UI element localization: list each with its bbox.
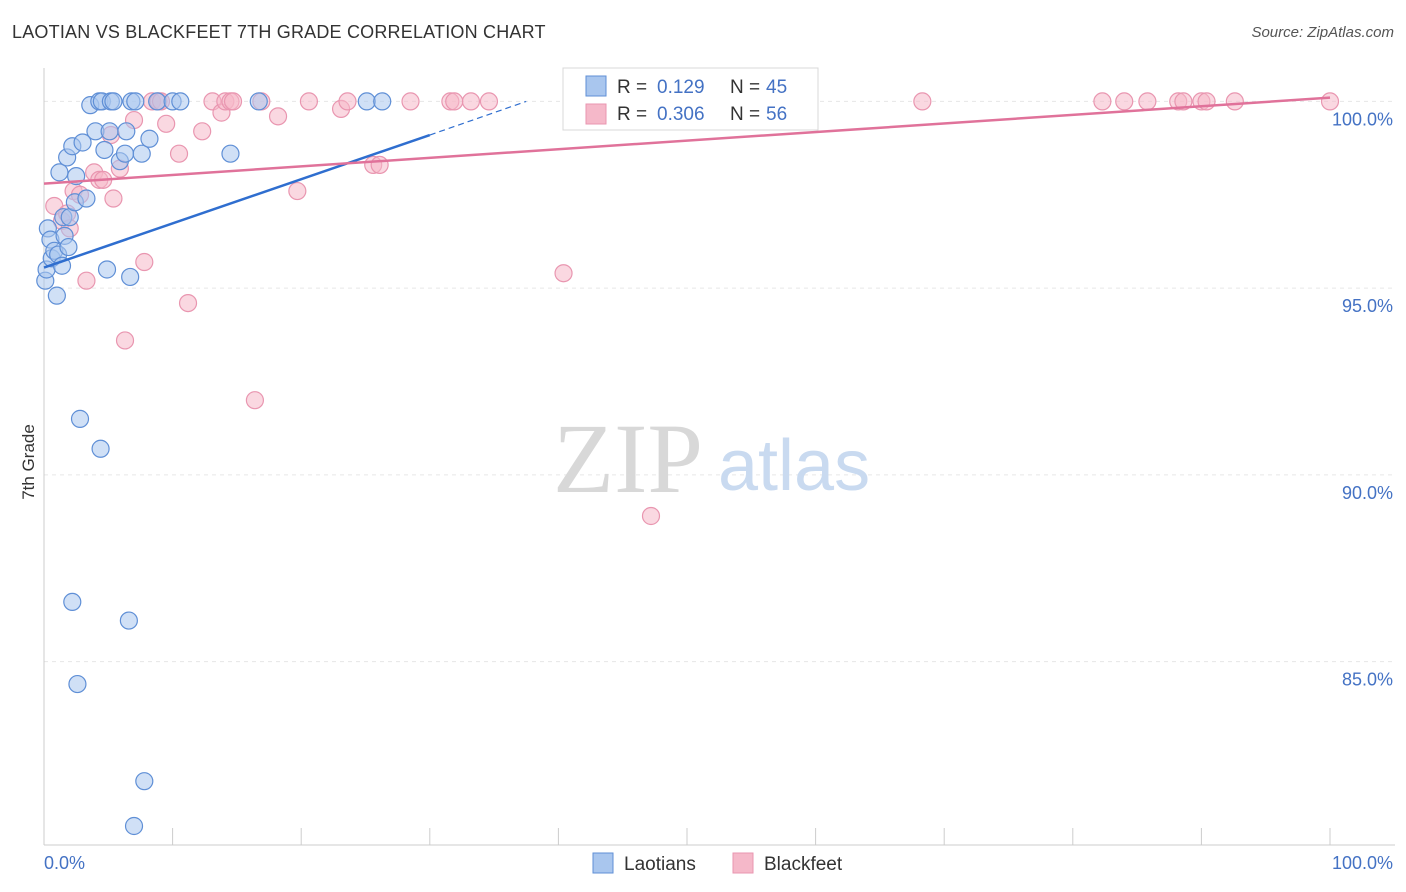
watermark-atlas: atlas xyxy=(718,426,870,506)
blackfeet-point xyxy=(77,271,96,290)
blackfeet-point xyxy=(445,92,464,111)
laotians-point xyxy=(148,92,167,111)
laotians-trend-line xyxy=(43,133,431,269)
blackfeet-point xyxy=(288,181,307,201)
laotians-point xyxy=(249,92,268,111)
laotians-point xyxy=(357,92,376,111)
blackfeet-point xyxy=(1320,92,1340,111)
laotians-point xyxy=(373,92,392,111)
x-tick-label-max: 100.0% xyxy=(1332,853,1393,873)
y-tick-label: 90.0% xyxy=(1342,483,1393,503)
bottom-legend-swatch-blackfeet xyxy=(732,852,754,874)
laotians-point xyxy=(119,611,138,630)
watermark-zip: ZIP xyxy=(553,403,703,514)
laotians-point xyxy=(117,122,136,141)
blackfeet-point xyxy=(401,92,420,111)
laotians-point xyxy=(47,286,66,305)
bottom-legend-swatch-laotians xyxy=(592,852,614,874)
laotians-point xyxy=(115,144,135,163)
blackfeet-point xyxy=(641,506,661,526)
correlation-legend: R = 0.129 N = 45 R = 0.306 N = 56 xyxy=(562,67,819,131)
legend-blackfeet-r-value: 0.306 xyxy=(657,104,705,125)
legend-blackfeet-n-label: N = xyxy=(730,104,760,125)
blackfeet-point xyxy=(178,294,198,313)
chart-title: LAOTIAN VS BLACKFEET 7TH GRADE CORRELATI… xyxy=(12,22,546,42)
blackfeet-point xyxy=(193,122,212,141)
gridlines xyxy=(44,100,1395,663)
series-legend: Laotians Blackfeet xyxy=(592,852,843,875)
blackfeet-point xyxy=(268,107,288,126)
laotians-point xyxy=(140,129,159,148)
legend-laotians-n-value: 45 xyxy=(766,77,787,98)
blackfeet-point xyxy=(169,144,189,163)
blackfeet-trend-line xyxy=(43,96,1331,185)
blackfeet-point xyxy=(135,252,154,272)
laotians-point xyxy=(97,260,117,279)
y-tick-label: 85.0% xyxy=(1342,670,1393,690)
blackfeet-point xyxy=(370,155,389,175)
bottom-legend-laotians: Laotians xyxy=(624,854,696,875)
blackfeet-point xyxy=(1174,92,1193,111)
legend-blackfeet-n-value: 56 xyxy=(766,104,787,125)
blackfeet-point xyxy=(104,189,123,208)
legend-laotians-n-label: N = xyxy=(730,77,760,98)
blackfeet-point xyxy=(338,92,357,111)
blackfeet-point xyxy=(157,114,176,133)
laotians-point xyxy=(77,189,96,208)
blackfeet-point xyxy=(554,264,573,283)
blackfeet-point xyxy=(461,92,481,111)
laotians-point xyxy=(95,140,114,160)
laotians-point xyxy=(132,144,151,163)
laotians-point xyxy=(135,772,154,791)
laotians-trend-extension xyxy=(429,100,527,136)
laotians-point xyxy=(59,237,78,257)
legend-swatch-blackfeet xyxy=(585,103,607,125)
source-note: Source: ZipAtlas.com xyxy=(1251,24,1394,41)
blackfeet-point xyxy=(1093,92,1112,111)
blackfeet-point xyxy=(115,331,135,350)
trend-lines xyxy=(43,96,1331,269)
blackfeet-point xyxy=(1115,92,1134,111)
laotians-point xyxy=(91,439,110,458)
blackfeet-point xyxy=(299,92,319,111)
legend-blackfeet-r-label: R = xyxy=(617,104,647,125)
blackfeet-point xyxy=(1225,92,1244,111)
laotians-point xyxy=(68,674,87,694)
legend-laotians-r-label: R = xyxy=(617,77,647,98)
watermark: ZIP atlas xyxy=(553,403,870,514)
legend-laotians-r-value: 0.129 xyxy=(657,77,705,98)
blackfeet-point xyxy=(223,92,243,111)
blackfeet-point xyxy=(913,92,932,111)
laotians-point xyxy=(50,163,69,182)
axes: 100.0% 95.0% 90.0% 85.0% 0.0% 100.0% xyxy=(43,68,1395,873)
bottom-legend-blackfeet: Blackfeet xyxy=(764,854,843,875)
laotians-point xyxy=(221,144,240,163)
x-tick-label-min: 0.0% xyxy=(44,853,85,873)
laotians-point xyxy=(121,267,140,287)
laotians-point xyxy=(124,816,144,836)
legend-swatch-laotians xyxy=(585,75,607,97)
laotians-point xyxy=(73,133,92,152)
blackfeet-point xyxy=(479,92,499,111)
y-tick-label: 100.0% xyxy=(1332,109,1393,129)
laotians-point xyxy=(52,256,72,275)
laotians-point xyxy=(104,92,123,111)
blackfeet-point xyxy=(1138,92,1157,111)
laotians-point xyxy=(100,122,119,141)
laotians-point xyxy=(126,92,145,111)
laotians-point xyxy=(70,409,90,428)
laotians-point xyxy=(63,592,82,612)
blackfeet-point xyxy=(245,391,265,410)
laotians-point xyxy=(171,92,190,111)
y-tick-label: 95.0% xyxy=(1342,296,1393,316)
y-axis-label: 7th Grade xyxy=(19,424,38,500)
